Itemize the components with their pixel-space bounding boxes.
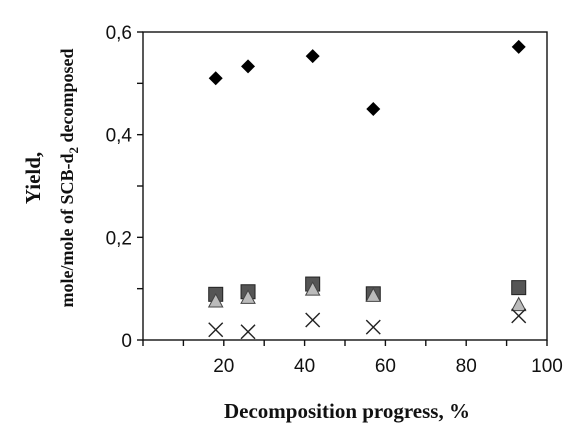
y-axis-title-suffix: decomposed (57, 49, 77, 148)
triangle-point (240, 289, 256, 304)
y-axis-title-subscript: 2 (66, 147, 81, 154)
diamond-point (366, 102, 381, 116)
x-tick-label: 20 (213, 356, 234, 377)
x-tick-label: 40 (294, 356, 315, 377)
x-point (240, 324, 256, 340)
x-axis-title: Decomposition progress, % (224, 399, 470, 423)
x-point-stroke (208, 322, 224, 338)
plot-area (142, 31, 548, 341)
triangle-point (510, 296, 527, 312)
diamond-point (241, 59, 256, 74)
plot-border (142, 31, 548, 341)
x-axis: 20 40 60 80 100 (142, 340, 563, 377)
x-tick-label: 80 (456, 356, 477, 377)
y-tick-label: 0,2 (106, 228, 132, 249)
x-point-stroke (305, 312, 321, 328)
y-tick-label: 0,6 (106, 23, 132, 44)
triangle-point (207, 292, 224, 308)
y-axis-title-line1: Yield, (21, 152, 45, 204)
triangle-point (304, 281, 321, 296)
x-point (365, 319, 381, 335)
y-tick-label: 0 (121, 331, 132, 352)
y-axis: 0 0,2 0,4 0,6 (106, 23, 143, 352)
diamond-point (305, 49, 320, 64)
x-tick-label: 60 (375, 356, 396, 377)
x-tick-label: 100 (531, 356, 563, 377)
y-axis-title-prefix: mole/mole of SCB-d (57, 154, 77, 308)
triangle-point (365, 287, 382, 302)
diamond-point (208, 71, 223, 86)
x-point (305, 312, 321, 328)
x-point-stroke (240, 324, 256, 340)
data-points (207, 39, 527, 340)
square-point (511, 280, 527, 296)
x-point (511, 308, 527, 324)
x-point-stroke (511, 308, 527, 324)
x-point-stroke (365, 319, 381, 335)
y-tick-label: 0,4 (106, 126, 133, 147)
diamond-point (511, 39, 526, 54)
x-point (208, 322, 224, 338)
y-axis-title-line2: mole/mole of SCB-d2 decomposed (57, 49, 81, 308)
